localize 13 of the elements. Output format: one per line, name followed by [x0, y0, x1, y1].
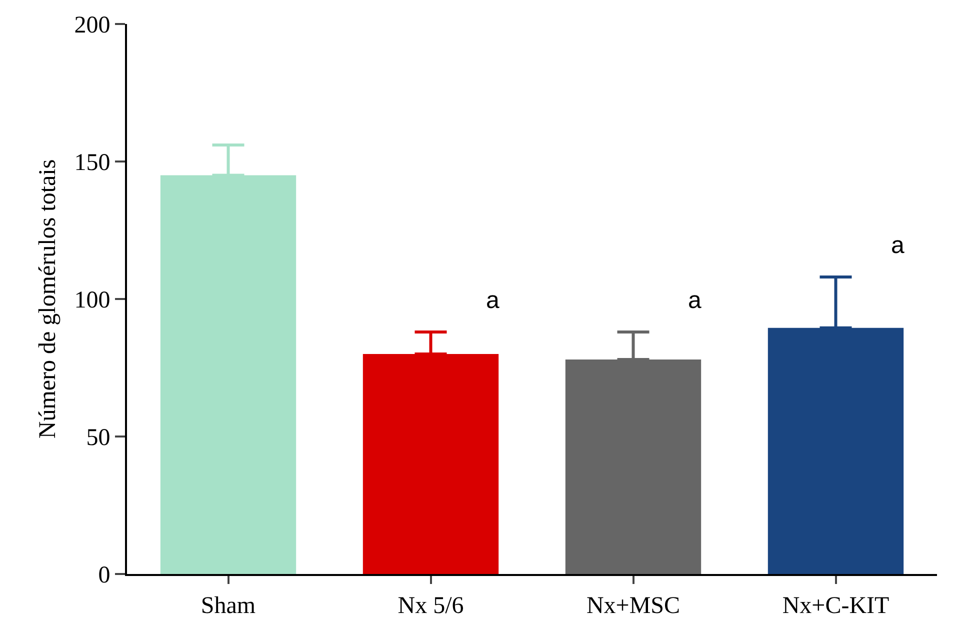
- x-tick-label: Sham: [200, 592, 256, 619]
- y-tick-label: 150: [74, 150, 110, 176]
- y-tick-label: 0: [98, 562, 110, 588]
- annotation: a: [486, 287, 500, 314]
- x-tick-label: Nx 5/6: [398, 592, 464, 619]
- x-tick-label: Nx+C-KIT: [782, 592, 890, 619]
- y-tick-label: 50: [86, 424, 110, 451]
- y-axis-title: Número de glomérulos totais: [34, 159, 61, 439]
- y-tick-label: 100: [74, 287, 110, 314]
- annotation: a: [688, 287, 702, 314]
- annotation: a: [891, 232, 905, 259]
- x-tick-label: Nx+MSC: [586, 592, 680, 619]
- y-tick-label: 200: [74, 12, 110, 38]
